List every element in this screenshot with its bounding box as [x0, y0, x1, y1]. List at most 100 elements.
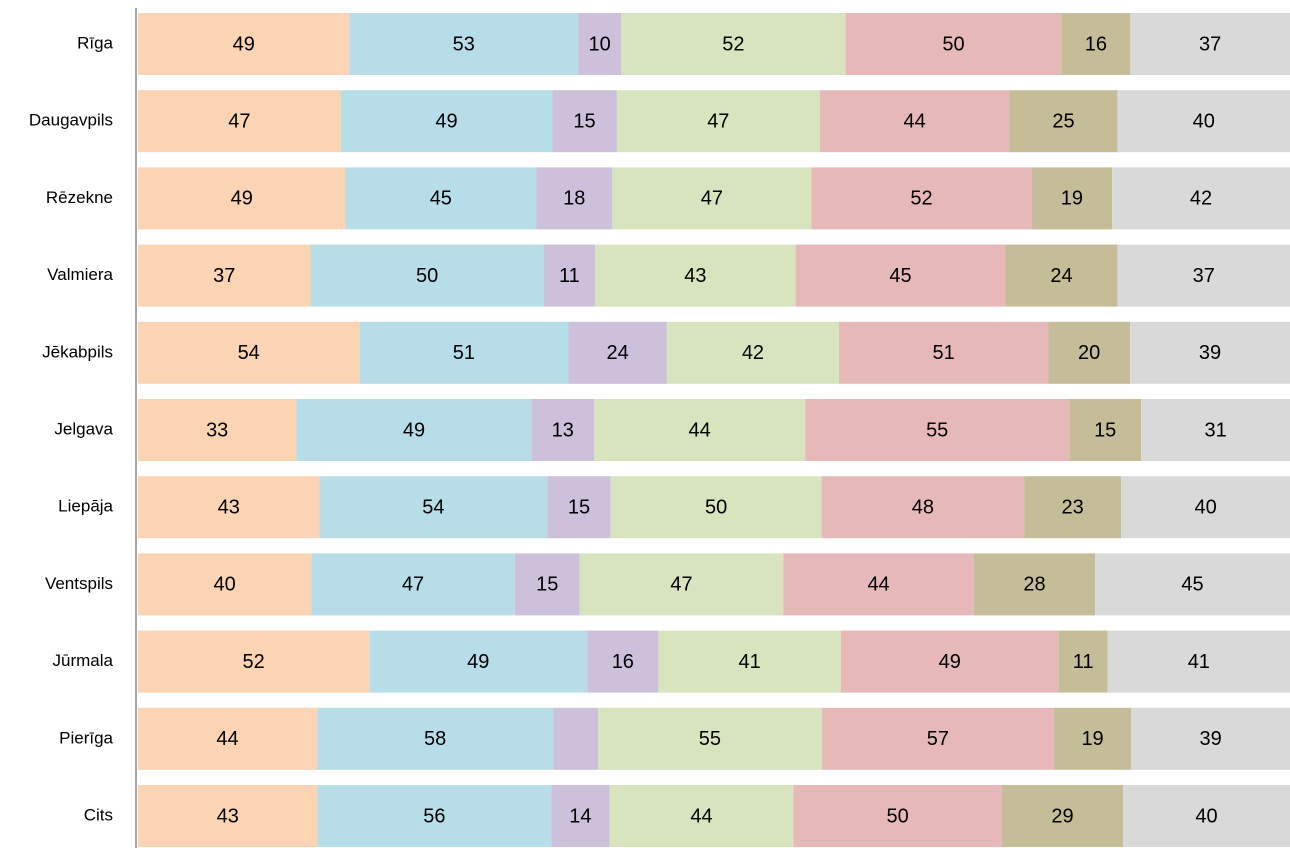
- category-label: Ventspils: [45, 574, 113, 593]
- bar-segment: [1131, 707, 1290, 770]
- value-label: 10: [589, 33, 611, 55]
- value-label: 44: [688, 419, 710, 441]
- bar-segment: [1005, 244, 1118, 307]
- value-label: 43: [217, 805, 239, 827]
- value-label: 47: [701, 188, 723, 210]
- bar-segment: [138, 90, 341, 153]
- value-label: 29: [1051, 805, 1073, 827]
- bar-segment: [536, 167, 613, 230]
- bar-segment: [296, 399, 532, 461]
- category-label: Valmiera: [47, 265, 113, 284]
- category-label: Rēzekne: [46, 188, 113, 207]
- value-label: 43: [684, 265, 706, 287]
- bar-segment: [612, 167, 812, 230]
- value-label: 53: [453, 33, 475, 55]
- value-label: 39: [1199, 728, 1221, 750]
- bar-segment: [1112, 167, 1290, 230]
- bar-segment: [819, 90, 1010, 153]
- bar-segment: [578, 13, 622, 75]
- value-label: 50: [887, 805, 909, 827]
- bar-segment: [551, 785, 610, 847]
- value-label: 42: [1190, 188, 1212, 210]
- value-label: 11: [559, 265, 580, 287]
- value-label: 49: [467, 651, 489, 673]
- category-label: Jelgava: [54, 419, 113, 438]
- bar-segment: [587, 630, 659, 693]
- value-label: 11: [1073, 651, 1094, 673]
- bar-segment: [138, 707, 318, 770]
- bar-segment: [597, 707, 822, 770]
- value-label: 49: [939, 651, 961, 673]
- category-label: Cits: [84, 805, 113, 824]
- value-label: 24: [607, 342, 629, 364]
- bar-segment: [349, 13, 579, 75]
- value-label: 55: [926, 419, 948, 441]
- bar-segment: [552, 90, 617, 153]
- value-label: 19: [1061, 188, 1083, 210]
- bar-segment: [138, 244, 311, 307]
- value-label: 44: [690, 805, 712, 827]
- bar-segment: [138, 13, 350, 75]
- value-label: 49: [435, 110, 457, 132]
- value-label: 51: [453, 342, 475, 364]
- category-label: Pierīga: [59, 728, 113, 747]
- bar-segment: [1009, 90, 1118, 153]
- bar-segment: [547, 476, 611, 539]
- bar-segment: [579, 553, 784, 616]
- value-label: 44: [867, 574, 889, 596]
- bar-segment: [1095, 553, 1290, 616]
- bar-segment: [369, 630, 588, 693]
- bar-segment: [1117, 244, 1290, 307]
- value-label: 49: [403, 419, 425, 441]
- bar-segment: [1130, 13, 1290, 75]
- value-label: 54: [422, 496, 444, 518]
- bar-segment: [568, 321, 667, 384]
- value-label: 33: [206, 419, 228, 441]
- bar-segment: [311, 553, 515, 616]
- bar-segment: [1117, 90, 1290, 153]
- value-label: 52: [243, 651, 265, 673]
- bar-segment: [1061, 13, 1131, 75]
- value-label: 58: [424, 728, 446, 750]
- category-label: Rīga: [77, 33, 113, 52]
- value-label: 51: [932, 342, 954, 364]
- value-label: 13: [552, 419, 574, 441]
- bar-segment: [1048, 321, 1131, 384]
- bar-segment: [553, 707, 598, 770]
- bar-segment: [595, 244, 796, 307]
- bar-segment: [811, 167, 1032, 230]
- value-label: 50: [942, 33, 964, 55]
- bar-segment: [317, 707, 554, 770]
- value-label: 45: [1181, 574, 1203, 596]
- bar-segment: [840, 630, 1059, 693]
- bar-segment: [1121, 476, 1290, 539]
- value-label: 24: [1050, 265, 1072, 287]
- category-label: Jēkabpils: [42, 342, 113, 361]
- value-label: 31: [1204, 419, 1226, 441]
- bar-segment: [805, 399, 1070, 461]
- bar-segment: [1058, 630, 1108, 693]
- bar-segment: [594, 399, 806, 461]
- value-label: 40: [213, 574, 235, 596]
- value-label: 25: [1052, 110, 1074, 132]
- value-label: 16: [612, 651, 634, 673]
- bar-segment: [616, 90, 820, 153]
- value-label: 14: [569, 805, 591, 827]
- bar-segment: [658, 630, 841, 693]
- value-label: 37: [213, 265, 235, 287]
- bar-segment: [621, 13, 846, 75]
- category-label: Jūrmala: [53, 651, 114, 670]
- bar-segment: [1053, 707, 1132, 770]
- value-label: 49: [231, 188, 253, 210]
- bar-segment: [666, 321, 840, 384]
- bar-segment: [531, 399, 594, 461]
- value-label: 28: [1023, 574, 1045, 596]
- bar-segment: [543, 244, 596, 307]
- bar-segment: [821, 476, 1025, 539]
- value-label: 44: [216, 728, 238, 750]
- bar-segment: [317, 785, 552, 847]
- value-label: 48: [912, 496, 934, 518]
- bar-segment: [514, 553, 580, 616]
- value-label: 54: [238, 342, 260, 364]
